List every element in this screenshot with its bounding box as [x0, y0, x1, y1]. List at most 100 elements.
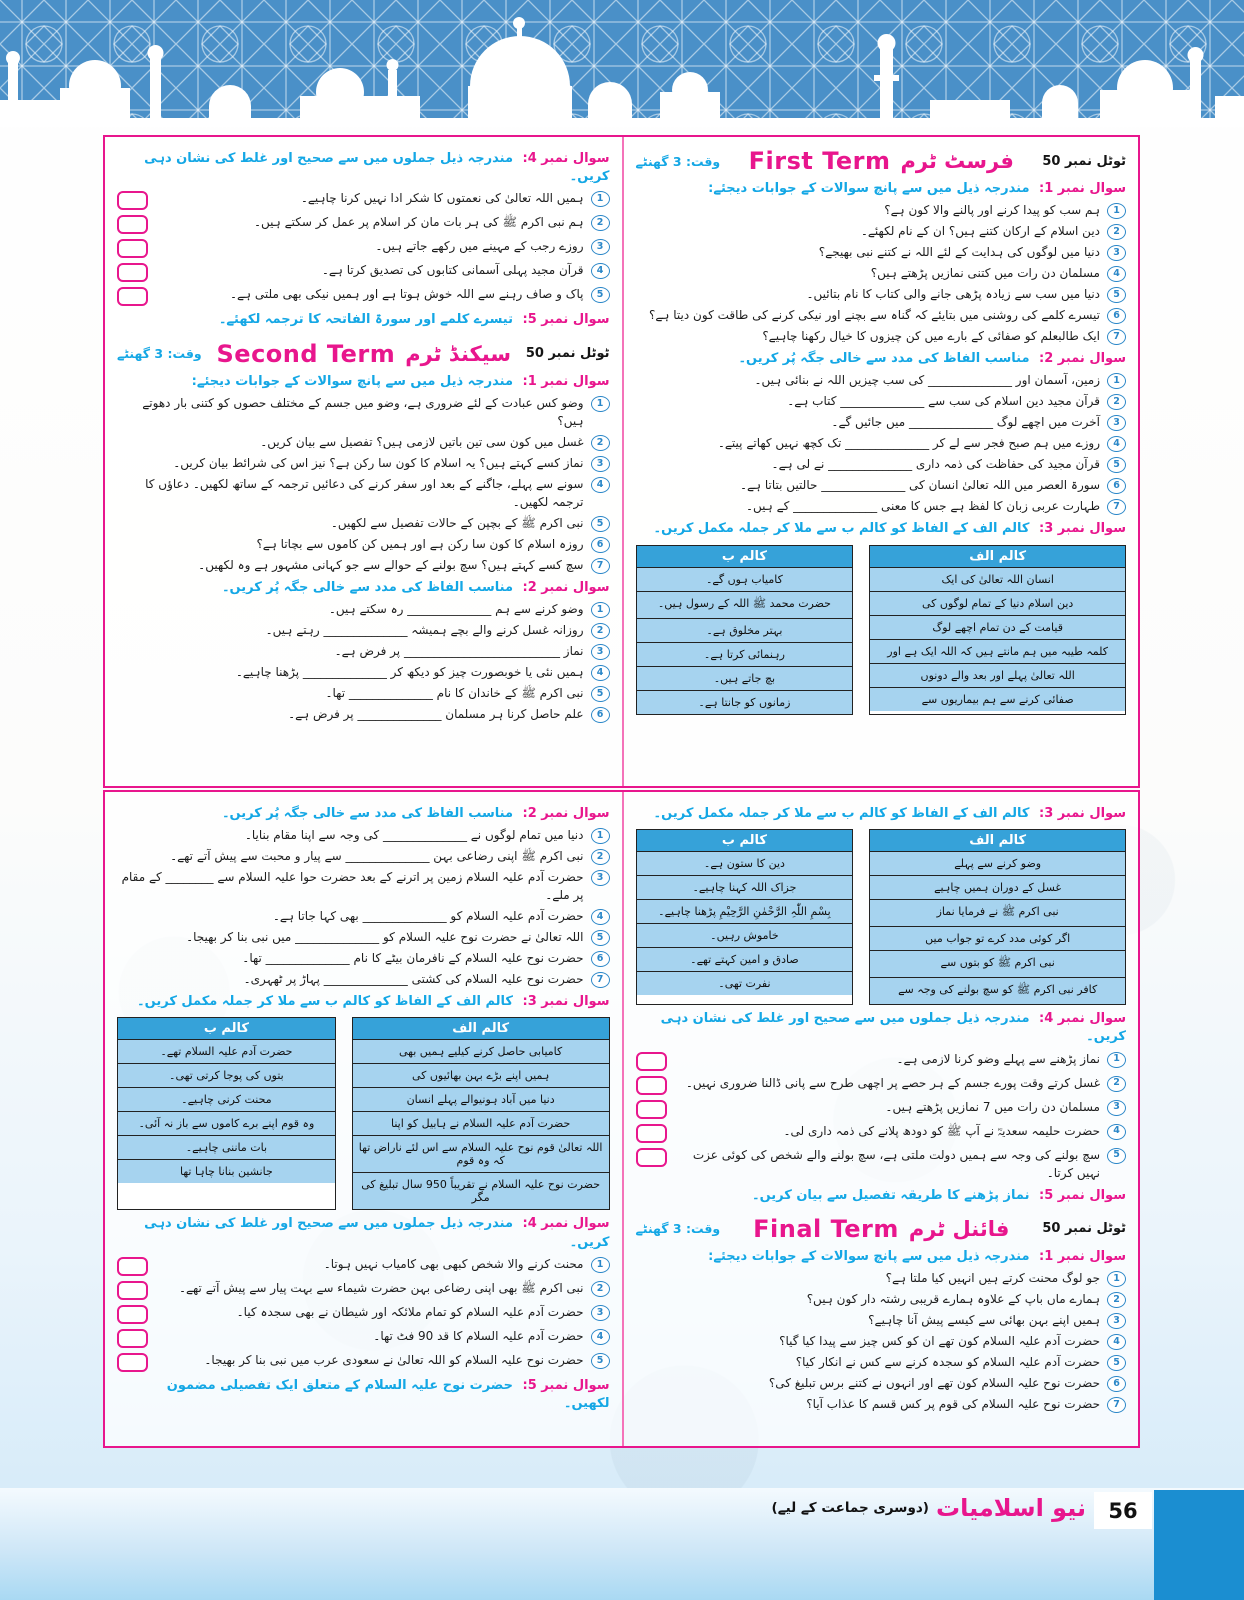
question-instruction: مناسب الفاظ کی مدد سے خالی جگہ پُر کریں۔	[738, 351, 1030, 367]
answer-checkbox[interactable]	[117, 287, 148, 307]
page-number: 56	[1094, 1492, 1152, 1529]
item-text: حضرت آدم علیہ السلام کا قد 90 فٹ تھا۔	[373, 1328, 584, 1343]
answer-checkbox[interactable]	[635, 1075, 667, 1095]
item-number-badge: 4	[590, 909, 610, 926]
item-number-badge: 4	[590, 664, 610, 681]
item-text: نبی اکرم ﷺ کے خاندان کا نام ____________…	[325, 685, 584, 700]
fill-blank-item: 5 قرآن مجید کی حفاظت کی ذمہ داری _______…	[636, 455, 1126, 474]
item-text: قرآن مجید دین اسلام کی سب سے ___________…	[787, 394, 1100, 409]
item-number-badge: 5	[590, 930, 610, 947]
item-text: ہمیں اپنے بہن بھائی سے کیسے پیش آنا چاہی…	[868, 1312, 1100, 1327]
item-text: آخرت میں اچھے لوگ ______________ میں جائ…	[831, 415, 1100, 430]
second-term-q1-items: 1 وضو کس عبادت کے لئے ضروری ہے، وضو میں …	[117, 394, 610, 574]
answer-checkbox[interactable]	[117, 1352, 148, 1372]
question-item: 4 مسلمان دن رات میں کتنی نمازیں پڑھتے ہی…	[636, 264, 1126, 283]
item-text: زمین، آسمان اور ______________ کی سب چیز…	[754, 373, 1100, 388]
answer-checkbox[interactable]	[117, 1280, 148, 1300]
table-row: جزاک اللہ کہنا چاہیے۔	[636, 876, 853, 901]
question-item: 1 جو لوگ محنت کرتے ہیں انہیں کیا ملتا ہے…	[636, 1269, 1126, 1287]
question-item: 1 وضو کس عبادت کے لئے ضروری ہے، وضو میں …	[117, 394, 610, 430]
first-term-q1-items: 1 ہم سب کو پیدا کرنے اور پالنے والا کون …	[636, 201, 1126, 346]
item-text: حضرت آدم علیہ السلام زمین پر اترنے کے بع…	[121, 870, 584, 903]
fill-blank-item: 5 اللہ تعالیٰ نے حضرت نوح علیہ السلام کو…	[117, 928, 610, 947]
column-b-header: کالم ب	[118, 1018, 335, 1041]
question-item: 6 روزہ اسلام کا کون سا رکن ہے اور ہمیں ک…	[117, 535, 610, 553]
answer-checkbox[interactable]	[117, 263, 148, 283]
item-number-badge: 5	[590, 287, 610, 304]
question-instruction: تیسرے کلمے اور سورۃ الفاتحہ کا ترجمہ لکھ…	[218, 312, 513, 328]
question-instruction: مندرجہ ذیل میں سے پانچ سوالات کے جوابات …	[708, 181, 1030, 196]
item-text: سچ بولنے کی وجہ سے ہمیں دولت ملتی ہے، سچ…	[692, 1147, 1100, 1180]
item-number-badge: 2	[1107, 394, 1126, 411]
first-term-q2-items: 1 زمین، آسمان اور ______________ کی سب چ…	[636, 371, 1126, 516]
item-number-badge: 4	[590, 1328, 610, 1345]
item-text: دنیا میں تمام لوگوں نے ______________ کی…	[244, 828, 584, 843]
question-item: 3 دنیا میں لوگوں کی ہدایت کے لئے اللہ نے…	[636, 243, 1126, 262]
mosque-skyline-banner	[0, 0, 1244, 136]
fill-blank-item: 3 نماز __________________________ پر فرض…	[117, 642, 610, 660]
table-row: دین کا ستون ہے۔	[636, 852, 853, 877]
question-number-label: سوال نمبر 3:	[522, 994, 610, 1010]
item-text: حضرت نوح علیہ السلام کی قوم پر کس قسم کا…	[806, 1396, 1100, 1411]
question-instruction: مناسب الفاظ کی مدد سے خالی جگہ پُر کریں۔	[221, 806, 513, 821]
answer-checkbox[interactable]	[117, 215, 148, 235]
table-row: حضرت آدم علیہ السلام نے ہابیل کو اپنا	[352, 1112, 609, 1137]
true-false-item: 3 مسلمان دن رات میں 7 نمازیں پڑھتے ہیں۔	[635, 1098, 1126, 1119]
answer-checkbox[interactable]	[117, 1328, 148, 1348]
item-text: مسلمان دن رات میں کتنی نمازیں پڑھتے ہیں؟	[870, 266, 1100, 281]
first-second-term-column: سوال نمبر 4: مندرجہ ذیل جملوں میں سے صحی…	[105, 137, 622, 786]
item-number-badge: 5	[1107, 457, 1126, 474]
table-row: بات ماننی چاہیے۔	[118, 1136, 335, 1161]
item-text: نبی اکرم ﷺ اپنی رضاعی بہن ______________…	[170, 849, 584, 864]
fill-blank-item: 2 روزانہ غسل کرنے والے بچے ہمیشہ _______…	[117, 621, 610, 639]
fill-blank-item: 2 قرآن مجید دین اسلام کی سب سے _________…	[636, 392, 1126, 411]
fill-blank-item: 3 آخرت میں اچھے لوگ ______________ میں ج…	[636, 413, 1126, 432]
true-false-item: 2 غسل کرتے وقت پورے جسم کے ہر حصے پر اچھ…	[635, 1074, 1126, 1095]
item-text: قرآن مجید کی حفاظت کی ذمہ داری _________…	[771, 457, 1100, 472]
item-text: حضرت آدم علیہ السلام کو ______________ ب…	[272, 909, 584, 924]
item-text: غسل کرتے وقت پورے جسم کے ہر حصے پر اچھی …	[685, 1075, 1100, 1090]
table-row: کامیاب ہوں گے۔	[636, 567, 853, 592]
answer-checkbox[interactable]	[635, 1051, 667, 1071]
table-row: محنت کرنی چاہیے۔	[118, 1088, 335, 1113]
header-ornament	[0, 0, 1244, 136]
table-row: نفرت تھی۔	[636, 972, 853, 996]
second-term-header: ٹوٹل نمبر 50 سیکنڈ ٹرم Second Term وقت: …	[117, 340, 610, 368]
answer-checkbox[interactable]	[117, 191, 148, 211]
answer-checkbox[interactable]	[117, 239, 148, 259]
item-text: دین اسلام کے ارکان کتنے ہیں؟ ان کے نام ل…	[860, 224, 1100, 239]
question-instruction: نماز پڑھنے کا طریقہ تفصیل سے بیان کریں۔	[751, 1187, 1030, 1203]
column-b-header: کالم ب	[636, 830, 853, 853]
item-number-badge: 7	[590, 557, 610, 574]
item-number-badge: 1	[1107, 373, 1126, 390]
item-number-badge: 3	[590, 455, 610, 472]
item-text: محنت کرنے والا شخص کبھی بھی کامیاب نہیں …	[323, 1256, 584, 1271]
item-number-badge: 2	[590, 434, 610, 451]
item-number-badge: 4	[1107, 266, 1126, 283]
item-number-badge: 3	[590, 239, 610, 256]
item-number-badge: 6	[590, 536, 610, 553]
bottom-exam-panel: سوال نمبر 3: کالم الف کے الفاظ کو کالم ب…	[103, 790, 1140, 1448]
question-item: 7 سچ کسے کہتے ہیں؟ سچ بولنے کے حوالے سے …	[117, 556, 610, 574]
question-number-label: سوال نمبر 5:	[522, 1377, 610, 1393]
answer-checkbox[interactable]	[635, 1099, 667, 1119]
matching-tables: کالم الف انسان اللہ تعالیٰ کی ایک دین اسل…	[635, 544, 1126, 715]
question-number-label: سوال نمبر 4:	[522, 1216, 610, 1232]
table-row: کلمہ طیبہ میں ہم مانتے ہیں کہ اللہ ایک ہ…	[870, 639, 1125, 664]
first-term-q4-items: 1 ہمیں اللہ تعالیٰ کی نعمتوں کا شکر ادا …	[117, 189, 610, 307]
table-row: وہ قوم اپنے برے کاموں سے باز نہ آئی۔	[118, 1112, 335, 1137]
answer-checkbox[interactable]	[117, 1256, 148, 1276]
answer-checkbox[interactable]	[635, 1147, 667, 1167]
table-row: نبی اکرم ﷺ نے فرمایا نماز	[870, 900, 1125, 928]
answer-checkbox[interactable]	[117, 1304, 148, 1324]
column-b-table: کالم ب دین کا ستون ہے۔ جزاک اللہ کہنا چاہ…	[635, 829, 854, 1006]
item-number-badge: 5	[590, 685, 610, 702]
term-title: فائنل ٹرم Final Term	[753, 1215, 1009, 1243]
item-text: نماز __________________________ پر فرض ہ…	[334, 643, 584, 658]
fill-blank-item: 1 دنیا میں تمام لوگوں نے ______________ …	[117, 826, 610, 845]
item-number-badge: 1	[590, 395, 610, 412]
table-row: ہمیں اپنے بڑے بہن بھائیوں کی	[352, 1064, 609, 1089]
answer-checkbox[interactable]	[635, 1123, 667, 1143]
item-text: حضرت نوح علیہ السلام کے نافرمان بیٹے کا …	[242, 951, 584, 966]
